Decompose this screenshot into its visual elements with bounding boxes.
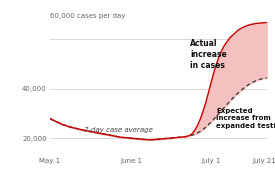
Text: 7-day case average: 7-day case average — [84, 127, 153, 133]
Text: 60,000 cases per day: 60,000 cases per day — [50, 13, 125, 19]
Text: Actual
increase
in cases: Actual increase in cases — [190, 38, 227, 70]
Text: Expected
increase from
expanded testing: Expected increase from expanded testing — [216, 108, 275, 129]
